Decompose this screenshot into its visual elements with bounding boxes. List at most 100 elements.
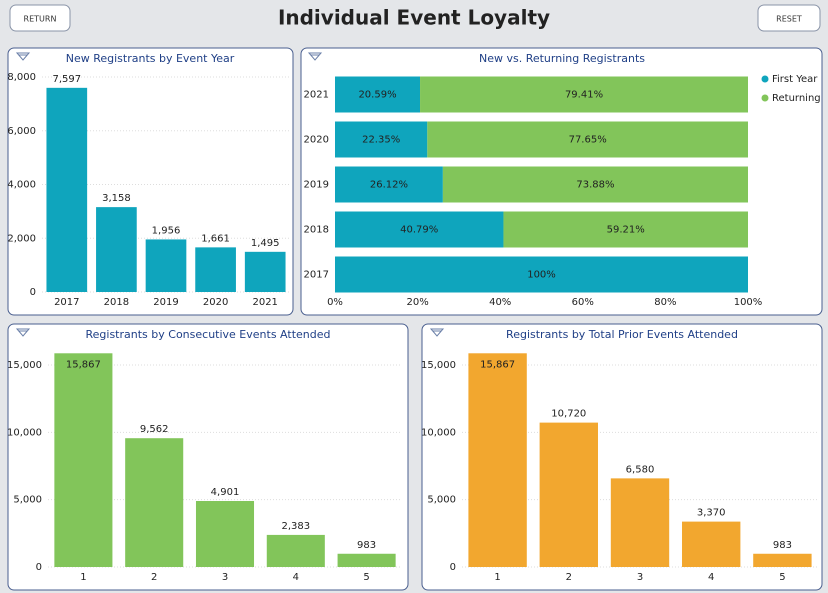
x-tick-label: 60% <box>572 297 594 308</box>
x-tick-label: 80% <box>654 297 676 308</box>
bar-segment <box>335 211 504 248</box>
button-frame[interactable] <box>9 4 71 32</box>
y-tick-label: 2020 <box>304 135 329 146</box>
bar <box>244 251 286 292</box>
bar <box>682 521 741 567</box>
y-tick-label: 5,000 <box>427 495 456 506</box>
bar-segment <box>420 76 748 113</box>
panel-title: Registrants by Consecutive Events Attend… <box>86 328 331 341</box>
value-label: 3,158 <box>102 193 131 204</box>
x-tick-label: 2021 <box>252 297 277 308</box>
x-tick-label: 4 <box>293 572 299 583</box>
bar <box>46 87 88 292</box>
button-label[interactable]: RESET <box>776 15 802 24</box>
value-label: 983 <box>773 540 792 551</box>
y-tick-label: 0 <box>450 562 456 573</box>
y-tick-label: 8,000 <box>7 72 36 83</box>
value-label: 100% <box>527 270 556 281</box>
legend-label: Returning <box>772 93 821 104</box>
x-tick-label: 1 <box>494 572 500 583</box>
legend-swatch <box>761 94 769 102</box>
value-label: 77.65% <box>569 135 607 146</box>
bar <box>96 207 137 292</box>
y-tick-label: 0 <box>30 287 36 298</box>
bar <box>125 438 184 567</box>
y-tick-label: 5,000 <box>13 495 42 506</box>
y-tick-label: 6,000 <box>7 126 36 137</box>
x-tick-label: 2019 <box>153 297 178 308</box>
reset-button[interactable]: RESET <box>757 4 821 32</box>
bar-segment <box>335 256 748 293</box>
bar <box>145 239 187 292</box>
bar-segment <box>427 121 748 158</box>
bar-segment <box>503 211 748 248</box>
bar-segment <box>335 121 428 158</box>
value-label: 22.35% <box>362 135 400 146</box>
x-tick-label: 3 <box>222 572 228 583</box>
filter-icon[interactable] <box>307 52 323 61</box>
value-label: 3,370 <box>697 508 726 519</box>
value-label: 2,383 <box>281 521 310 532</box>
legend-label: First Year <box>772 74 818 85</box>
panel-title: New vs. Returning Registrants <box>479 52 645 65</box>
panel-title: New Registrants by Event Year <box>66 52 235 65</box>
y-tick-label: 0 <box>36 562 42 573</box>
value-label: 1,495 <box>251 238 280 249</box>
legend-swatch <box>761 75 769 83</box>
bar <box>468 353 527 567</box>
y-tick-label: 2018 <box>304 225 329 236</box>
value-label: 26.12% <box>370 180 408 191</box>
value-label: 59.21% <box>607 225 645 236</box>
x-tick-label: 5 <box>363 572 369 583</box>
bar <box>266 534 325 567</box>
bar-segment <box>335 76 421 113</box>
filter-icon[interactable] <box>429 328 445 337</box>
value-label: 79.41% <box>565 90 603 101</box>
button-label[interactable]: RETURN <box>24 15 57 24</box>
y-tick-label: 15,000 <box>421 360 456 371</box>
x-tick-label: 20% <box>406 297 428 308</box>
value-label: 1,956 <box>152 225 181 236</box>
y-tick-label: 2017 <box>304 270 329 281</box>
x-tick-label: 2018 <box>104 297 129 308</box>
x-tick-label: 1 <box>80 572 86 583</box>
x-tick-label: 2020 <box>203 297 228 308</box>
value-label: 40.79% <box>400 225 438 236</box>
bar <box>195 500 255 567</box>
x-tick-label: 5 <box>779 572 785 583</box>
value-label: 15,867 <box>480 359 515 370</box>
value-label: 4,901 <box>211 487 240 498</box>
button-frame[interactable] <box>757 4 821 32</box>
value-label: 20.59% <box>358 90 396 101</box>
bar-segment <box>335 166 443 203</box>
y-tick-label: 15,000 <box>7 360 42 371</box>
y-tick-label: 4,000 <box>7 180 36 191</box>
value-label: 983 <box>357 540 376 551</box>
x-tick-label: 2 <box>151 572 157 583</box>
y-tick-label: 2,000 <box>7 233 36 244</box>
bar <box>54 353 113 567</box>
y-tick-label: 2021 <box>304 90 329 101</box>
value-label: 1,661 <box>201 233 230 244</box>
bar <box>610 478 670 567</box>
x-tick-label: 2017 <box>54 297 79 308</box>
bar <box>753 553 812 567</box>
filter-icon[interactable] <box>15 52 31 61</box>
return-button[interactable]: RETURN <box>9 4 71 32</box>
x-tick-label: 40% <box>489 297 511 308</box>
bar-segment <box>442 166 748 203</box>
bar <box>337 553 396 567</box>
value-label: 9,562 <box>140 424 169 435</box>
value-label: 7,597 <box>52 74 81 85</box>
value-label: 6,580 <box>626 464 655 475</box>
value-label: 73.88% <box>576 180 614 191</box>
value-label: 15,867 <box>66 359 101 370</box>
x-tick-label: 2 <box>566 572 572 583</box>
bar <box>195 247 236 292</box>
value-label: 10,720 <box>551 409 586 420</box>
x-tick-label: 0% <box>327 297 343 308</box>
y-tick-label: 2019 <box>304 180 329 191</box>
y-tick-label: 10,000 <box>421 427 456 438</box>
filter-icon[interactable] <box>15 328 31 337</box>
